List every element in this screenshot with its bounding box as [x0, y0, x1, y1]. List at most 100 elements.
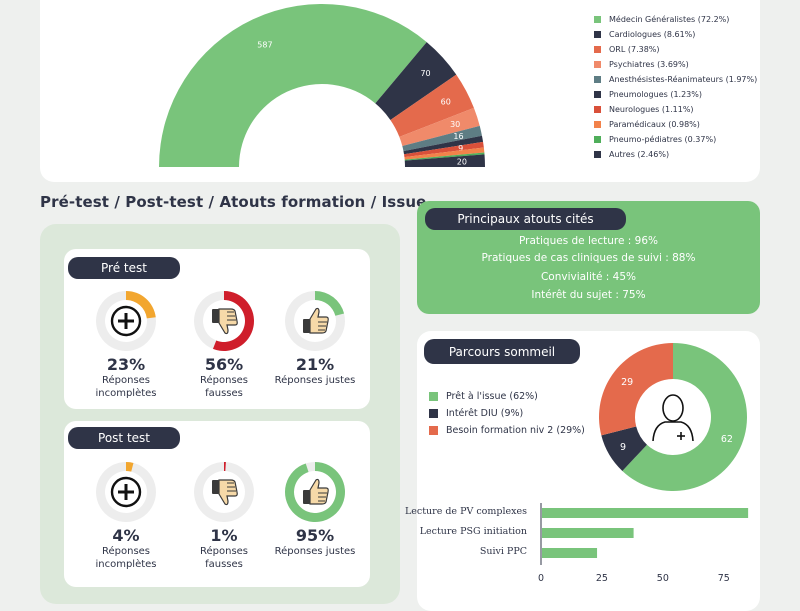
stat-label: Réponses justes: [265, 374, 365, 387]
donut-slice: [599, 343, 673, 436]
half-donut-slice: [404, 147, 485, 160]
stat-block: 23% Réponses incomplètes: [76, 355, 176, 400]
legend-swatch: [594, 91, 601, 98]
plus-icon: [110, 305, 142, 337]
atouts-card: Principaux atouts cités Pratiques de lec…: [417, 201, 760, 314]
half-donut-slice: [159, 3, 427, 167]
stat-block: 21% Réponses justes: [265, 355, 365, 387]
stat-label-line: fausses: [205, 388, 243, 399]
legend-item: Paramédicaux (0.98%): [594, 117, 757, 132]
x-tick-label: 25: [596, 573, 608, 584]
pretest-title: Pré test: [68, 257, 180, 279]
stat-percentage: 21%: [295, 355, 335, 374]
legend-label: Autres (2.46%): [609, 150, 670, 159]
legend-label: ORL (7.38%): [609, 45, 660, 54]
bar: [542, 548, 598, 558]
stat-percentage: 1%: [210, 526, 238, 545]
stat-percentage: 23%: [106, 355, 146, 374]
gauge-track: [194, 462, 255, 522]
half-donut-value-label: 30: [450, 120, 460, 129]
gauge-fill: [285, 462, 345, 522]
parcours-legend-item: Prêt à l'issue (62%): [429, 391, 538, 402]
legend-swatch: [594, 76, 601, 83]
legend-label: Cardiologues (8.61%): [609, 30, 696, 39]
legend-item: ORL (7.38%): [594, 42, 757, 57]
atout-line: Pratiques de lecture : 96%: [518, 235, 658, 247]
legend-item: Médecin Généralistes (72.2%): [594, 12, 757, 27]
half-donut-value-label: 587: [257, 41, 272, 50]
legend-swatch: [594, 121, 601, 128]
stat-label-line: incomplètes: [95, 388, 157, 399]
stat-label-line: Réponses: [199, 375, 249, 386]
legend-label: Pneumo-pédiatres (0.37%): [609, 135, 717, 144]
legend-item: Cardiologues (8.61%): [594, 27, 757, 42]
legend-swatch: [594, 151, 601, 158]
posttest-card: Post test 4% Réponses incomplètes 1% Réponse…: [64, 421, 370, 587]
thumbs-down-icon: [212, 308, 238, 335]
legend-swatch: [594, 106, 601, 113]
stat-block: 1% Réponses fausses: [174, 526, 274, 571]
half-donut-slice: [390, 74, 474, 137]
gauge-ring: [96, 462, 157, 522]
x-tick-label: 50: [657, 573, 669, 584]
legend-label: Neurologues (1.11%): [609, 105, 694, 114]
stat-block: 56% Réponses fausses: [174, 355, 274, 400]
x-tick-label: 75: [718, 573, 730, 584]
half-donut-value-label: 16: [453, 132, 463, 141]
donut-slice: [622, 343, 747, 491]
stat-label-line: fausses: [205, 559, 243, 570]
bar-category-label: Lecture de PV complexes: [404, 506, 527, 517]
bar-category-label: Suivi PPC: [479, 546, 527, 557]
legend-label: Pneumologues (1.23%): [609, 90, 702, 99]
stat-percentage: 56%: [204, 355, 244, 374]
bar-category-label: Lecture PSG initiation: [419, 526, 527, 537]
stat-percentage: 95%: [295, 526, 335, 545]
parcours-donut-chart: 62 9 29: [599, 343, 747, 491]
stat-label: Réponses incomplètes: [76, 374, 176, 400]
legend-swatch: [594, 136, 601, 143]
half-donut-value-label: 20: [457, 158, 467, 167]
gauge-fill: [224, 462, 226, 472]
legend-swatch: [594, 16, 601, 23]
legend-swatch: [594, 31, 601, 38]
legend-swatch: [429, 409, 438, 418]
legend-item: Autres (2.46%): [594, 147, 757, 162]
legend-label: Psychiatres (3.69%): [609, 60, 689, 69]
legend-item: Anesthésistes-Réanimateurs (1.97%): [594, 72, 757, 87]
doctor-icon: [652, 394, 694, 442]
atouts-title: Principaux atouts cités: [425, 208, 626, 230]
legend-label: Paramédicaux (0.98%): [609, 120, 700, 129]
gauge-ring: [96, 291, 157, 351]
stat-label: Réponses fausses: [174, 545, 274, 571]
legend-item: Pneumo-pédiatres (0.37%): [594, 132, 757, 147]
legend-swatch: [429, 392, 438, 401]
gauge-ring: [285, 291, 346, 351]
legend-item: Pneumologues (1.23%): [594, 87, 757, 102]
half-donut-value-label: 9: [458, 144, 463, 153]
legend-swatch: [429, 426, 438, 435]
parcours-legend-item: Besoin formation niv 2 (29%): [429, 425, 585, 436]
thumbs-up-icon: [303, 478, 329, 505]
atout-line: Convivialité : 45%: [540, 271, 637, 283]
half-donut-slice: [375, 42, 457, 120]
atout-line: Pratiques de cas cliniques de suivi : 88…: [481, 252, 696, 264]
section-title: Pré-test / Post-test / Atouts formation …: [40, 193, 427, 211]
half-donut-slice: [404, 141, 484, 158]
stat-label-line: Réponses justes: [274, 375, 356, 386]
parcours-legend-item: Intérêt DIU (9%): [429, 408, 523, 419]
tests-panel: Pré test 23% Réponses incomplètes 56% Répons…: [40, 224, 400, 604]
gauge-ring: [194, 462, 255, 522]
donut-value-label: 62: [721, 434, 733, 445]
stat-block: 95% Réponses justes: [265, 526, 365, 558]
pretest-card: Pré test 23% Réponses incomplètes 56% Répons…: [64, 249, 370, 409]
bar-category-labels: Lecture de PV complexes Lecture PSG initi…: [405, 501, 527, 581]
parcours-card: Parcours sommeil Prêt à l'issue (62%) In…: [405, 331, 760, 611]
bar: [542, 528, 634, 538]
half-donut-slice: [404, 152, 485, 161]
stat-percentage: 4%: [112, 526, 140, 545]
legend-item: Psychiatres (3.69%): [594, 57, 757, 72]
legend-label: Besoin formation niv 2 (29%): [446, 425, 585, 436]
plus-icon: [110, 476, 142, 508]
legend-swatch: [594, 46, 601, 53]
stat-label-line: Réponses: [199, 546, 249, 557]
